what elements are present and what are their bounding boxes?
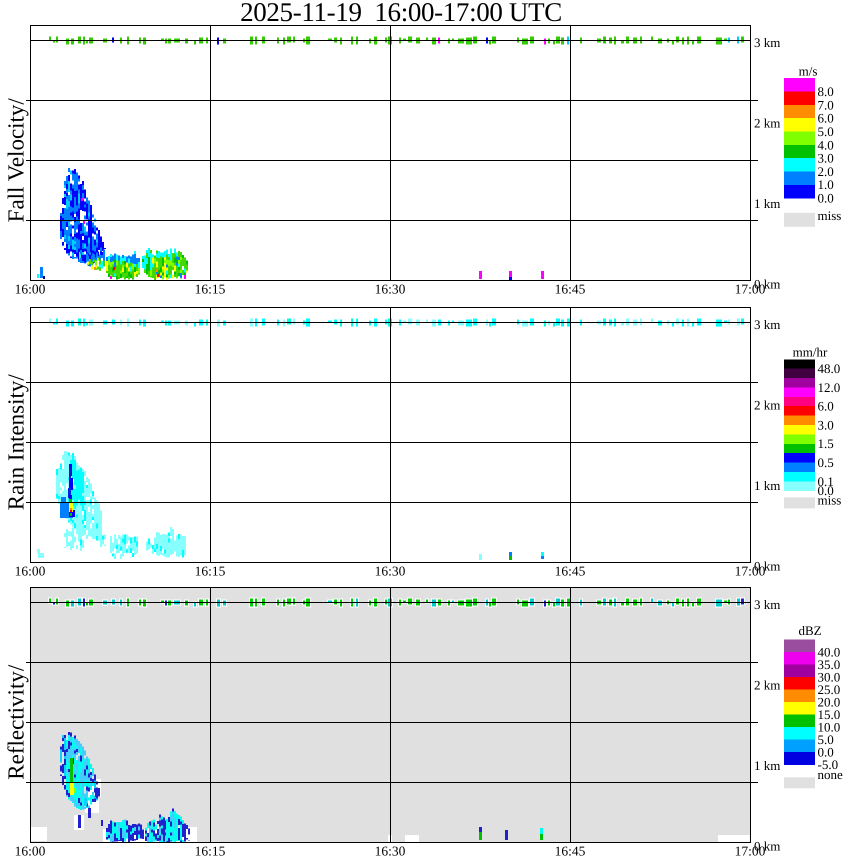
svg-text:25.0: 25.0 (818, 682, 841, 697)
svg-text:40.0: 40.0 (818, 645, 841, 660)
svg-text:2.0: 2.0 (818, 164, 834, 179)
svg-text:16:00: 16:00 (15, 844, 46, 859)
svg-text:16:15: 16:15 (195, 844, 226, 859)
svg-text:35.0: 35.0 (818, 657, 841, 672)
svg-text:1 km: 1 km (754, 196, 780, 211)
svg-text:10.0: 10.0 (818, 719, 841, 734)
svg-text:1.0: 1.0 (818, 177, 834, 192)
svg-text:16:30: 16:30 (375, 564, 406, 579)
svg-text:2 km: 2 km (754, 397, 780, 412)
svg-text:m/s: m/s (799, 64, 818, 79)
svg-text:17:00: 17:00 (735, 564, 766, 579)
svg-text:0.0: 0.0 (818, 191, 834, 206)
svg-text:8.0: 8.0 (818, 84, 834, 99)
svg-text:0 km: 0 km (754, 276, 780, 291)
svg-text:0.1: 0.1 (818, 474, 834, 489)
svg-text:4.0: 4.0 (818, 137, 834, 152)
svg-text:7.0: 7.0 (818, 97, 834, 112)
svg-text:16:15: 16:15 (195, 564, 226, 579)
svg-text:15.0: 15.0 (818, 707, 841, 722)
svg-text:0 km: 0 km (754, 838, 780, 853)
svg-text:3.0: 3.0 (818, 151, 834, 166)
svg-text:3 km: 3 km (754, 317, 780, 332)
svg-text:6.0: 6.0 (818, 399, 834, 414)
svg-text:2 km: 2 km (754, 115, 780, 130)
svg-text:16:45: 16:45 (555, 844, 586, 859)
svg-text:0.5: 0.5 (818, 455, 834, 470)
svg-text:none: none (818, 767, 844, 782)
svg-text:3 km: 3 km (754, 35, 780, 50)
svg-text:16:30: 16:30 (375, 844, 406, 859)
svg-text:0.0: 0.0 (818, 744, 834, 759)
svg-text:1 km: 1 km (754, 478, 780, 493)
svg-text:16:45: 16:45 (555, 282, 586, 297)
svg-text:20.0: 20.0 (818, 695, 841, 710)
svg-text:0.0: 0.0 (818, 483, 834, 498)
svg-text:miss: miss (818, 208, 842, 223)
svg-text:0 km: 0 km (754, 558, 780, 573)
svg-text:16:00: 16:00 (15, 564, 46, 579)
svg-text:3 km: 3 km (754, 597, 780, 612)
svg-text:-5.0: -5.0 (818, 757, 839, 772)
svg-text:5.0: 5.0 (818, 732, 834, 747)
svg-text:Reflectivity/: Reflectivity/ (4, 664, 29, 780)
svg-text:3.0: 3.0 (818, 417, 834, 432)
svg-text:1 km: 1 km (754, 758, 780, 773)
svg-text:17:00: 17:00 (735, 282, 766, 297)
svg-text:1.5: 1.5 (818, 436, 834, 451)
svg-text:2 km: 2 km (754, 677, 780, 692)
svg-text:48.0: 48.0 (818, 361, 841, 376)
svg-text:dBZ: dBZ (798, 623, 821, 638)
svg-text:5.0: 5.0 (818, 124, 834, 139)
svg-text:16:30: 16:30 (375, 282, 406, 297)
svg-text:mm/hr: mm/hr (793, 345, 828, 360)
svg-text:16:00: 16:00 (15, 282, 46, 297)
svg-text:6.0: 6.0 (818, 111, 834, 126)
svg-text:12.0: 12.0 (818, 380, 841, 395)
svg-text:16:15: 16:15 (195, 282, 226, 297)
svg-text:Rain Intensity/: Rain Intensity/ (4, 374, 29, 511)
svg-text:30.0: 30.0 (818, 670, 841, 685)
svg-text:2025-11-19 16:00-17:00 UTC: 2025-11-19 16:00-17:00 UTC (240, 0, 562, 27)
svg-text:17:00: 17:00 (735, 844, 766, 859)
svg-text:Fall Velocity/: Fall Velocity/ (4, 98, 29, 223)
svg-text:16:45: 16:45 (555, 564, 586, 579)
svg-text:miss: miss (818, 492, 842, 507)
